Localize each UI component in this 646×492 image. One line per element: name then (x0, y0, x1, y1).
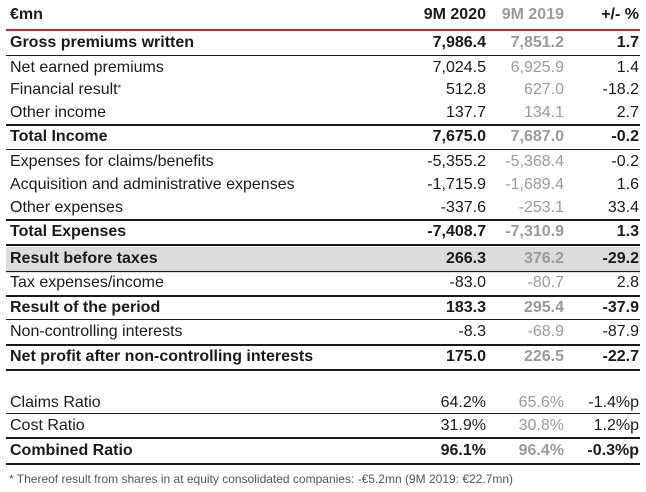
row-divider (6, 219, 640, 221)
value-9m-2019: -1,689.4 (505, 176, 564, 193)
row-label: Total Income (10, 128, 108, 145)
value-9m-2020: -5,355.2 (427, 153, 486, 170)
row-divider (6, 55, 640, 56)
row-divider (6, 369, 640, 371)
value-9m-2020: 183.3 (445, 299, 486, 316)
row-label: Acquisition and administrative expenses (10, 176, 295, 193)
value-change: -29.2 (602, 250, 639, 267)
row-divider (6, 244, 640, 246)
value-9m-2019: 134.1 (523, 104, 564, 121)
value-9m-2019: -68.9 (527, 323, 564, 340)
value-change: 2.8 (616, 274, 639, 291)
row-divider (6, 149, 640, 150)
value-9m-2020: -1,715.9 (427, 176, 486, 193)
header-unit: €mn (10, 6, 43, 23)
value-9m-2019: -7,310.9 (505, 223, 564, 240)
row-label: Net profit after non-controlling interes… (10, 348, 314, 365)
row-divider (6, 271, 640, 272)
row-label: Other income (10, 104, 107, 121)
value-9m-2019: 65.6% (518, 394, 564, 411)
value-9m-2020: 175.0 (445, 348, 486, 365)
value-change: 1.6 (616, 176, 639, 193)
value-9m-2020: -83.0 (449, 274, 486, 291)
value-9m-2020: -7,408.7 (427, 223, 486, 240)
value-change: 1.2%p (593, 417, 639, 434)
value-9m-2019: 7,851.2 (510, 34, 564, 51)
value-change: -37.9 (602, 299, 639, 316)
value-9m-2019: 30.8% (518, 417, 564, 434)
value-9m-2019: 7,687.0 (510, 128, 564, 145)
header-change: +/- % (601, 6, 639, 23)
footnote-marker: * (117, 83, 122, 93)
header-9m-2019: 9M 2019 (501, 6, 564, 23)
row-divider (6, 344, 640, 346)
value-9m-2020: 7,675.0 (432, 128, 486, 145)
row-label: Financial result* (10, 81, 122, 98)
row-label: Result before taxes (10, 250, 158, 267)
value-change: 2.7 (616, 104, 639, 121)
row-label: Tax expenses/income (10, 274, 164, 291)
row-label: Total Expenses (10, 223, 127, 240)
value-change: 1.3 (616, 223, 639, 240)
row-label: Non-controlling interests (10, 323, 183, 340)
value-change: -22.7 (602, 348, 639, 365)
row-label: Cost Ratio (10, 417, 85, 434)
value-change: -87.9 (602, 323, 639, 340)
value-change: -18.2 (602, 81, 639, 98)
row-divider (6, 463, 640, 465)
value-9m-2020: 512.8 (445, 81, 486, 98)
row-divider (6, 437, 640, 439)
value-9m-2020: 7,986.4 (432, 34, 486, 51)
value-change: 1.4 (616, 59, 639, 76)
row-label: Net earned premiums (10, 59, 164, 76)
footnote: * Thereof result from shares in at equit… (9, 472, 514, 486)
value-9m-2020: -8.3 (458, 323, 486, 340)
value-9m-2020: 96.1% (440, 442, 486, 459)
header-9m-2020: 9M 2020 (423, 6, 486, 23)
value-9m-2020: 266.3 (445, 250, 486, 267)
row-label: Result of the period (10, 299, 161, 316)
value-9m-2019: 6,925.9 (510, 59, 564, 76)
value-9m-2019: -253.1 (518, 199, 564, 216)
header-divider (6, 29, 640, 31)
value-9m-2019: 376.2 (523, 250, 564, 267)
row-divider (6, 124, 640, 126)
row-label: Combined Ratio (10, 442, 133, 459)
value-9m-2019: -80.7 (527, 274, 564, 291)
value-change: -0.3%p (587, 442, 639, 459)
value-change: -1.4%p (588, 394, 639, 411)
row-label: Gross premiums written (10, 34, 195, 51)
value-9m-2019: 96.4% (518, 442, 564, 459)
value-9m-2020: 137.7 (445, 104, 486, 121)
value-change: -0.2 (611, 128, 639, 145)
row-label: Expenses for claims/benefits (10, 153, 214, 170)
value-9m-2019: 295.4 (523, 299, 564, 316)
row-divider (6, 319, 640, 320)
row-label: Claims Ratio (10, 394, 101, 411)
table-row: Result before taxes 266.3 376.2 -29.2 (6, 247, 640, 273)
value-change: 1.7 (616, 34, 639, 51)
value-9m-2020: 31.9% (440, 417, 486, 434)
value-change: -0.2 (611, 153, 639, 170)
value-9m-2019: 627.0 (523, 81, 564, 98)
value-9m-2019: -5,368.4 (505, 153, 564, 170)
value-9m-2020: 64.2% (440, 394, 486, 411)
value-change: 33.4 (607, 199, 639, 216)
value-9m-2019: 226.5 (523, 348, 564, 365)
value-9m-2020: 7,024.5 (432, 59, 486, 76)
value-9m-2020: -337.6 (440, 199, 486, 216)
row-divider (6, 295, 640, 297)
row-divider (6, 413, 640, 414)
row-label: Other expenses (10, 199, 123, 216)
